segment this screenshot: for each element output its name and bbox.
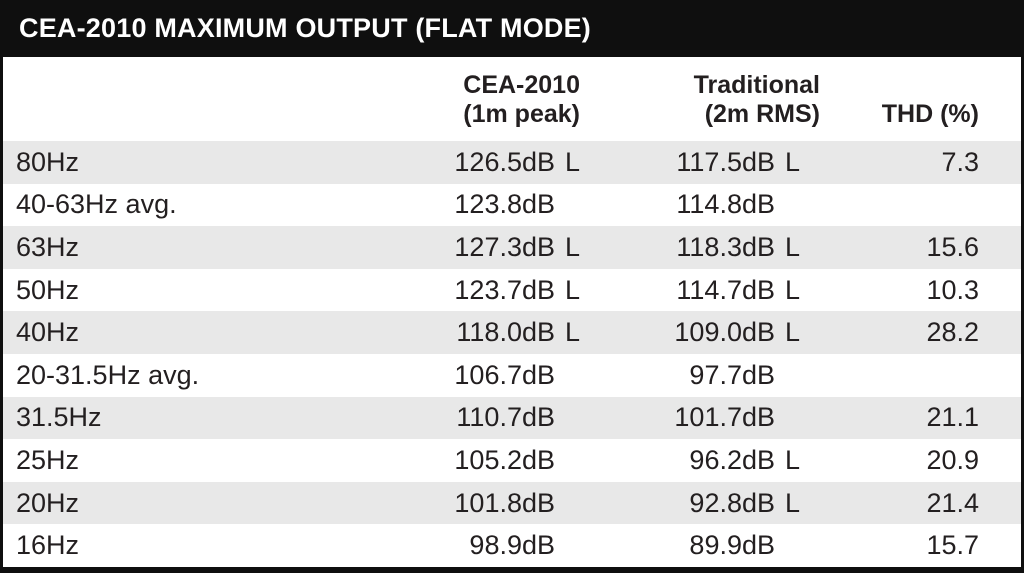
freq-cell: 63Hz bbox=[16, 231, 80, 262]
table-row-16hz: 16Hz 98.9dB 89.9dB 15.7 bbox=[3, 524, 1021, 567]
thd-cell: 28.2 bbox=[926, 317, 979, 348]
cea-value: 127.3dB bbox=[454, 231, 555, 262]
thd-cell: 15.7 bbox=[926, 530, 979, 561]
cea-value: 123.7dB bbox=[454, 274, 555, 305]
cea-value: 110.7dB bbox=[456, 402, 555, 433]
table-row-40-63hz-avg: 40-63Hz avg. 123.8dB 114.8dB bbox=[3, 184, 1021, 227]
trad-value-cell: 118.3dB L bbox=[580, 226, 800, 269]
table-title: CEA-2010 MAXIMUM OUTPUT (FLAT MODE) bbox=[19, 13, 591, 43]
thd-cell: 21.4 bbox=[926, 487, 979, 518]
freq-cell: 20Hz bbox=[16, 487, 80, 518]
cea-limit-flag: L bbox=[564, 317, 580, 348]
trad-value-cell: 96.2dB L bbox=[580, 439, 800, 482]
trad-value: 109.0dB bbox=[674, 317, 775, 348]
trad-value: 97.7dB bbox=[689, 359, 775, 390]
col-header-cea-2010: CEA-2010 (1m peak) bbox=[440, 57, 580, 141]
col-header-cea-line2: (1m peak) bbox=[463, 100, 580, 128]
col-header-cea-line1: CEA-2010 bbox=[463, 71, 580, 99]
freq-cell: 31.5Hz bbox=[16, 402, 102, 433]
col-header-traditional: Traditional (2m RMS) bbox=[600, 57, 820, 141]
table-row-40hz: 40Hz 118.0dB L 109.0dB L 28.2 bbox=[3, 311, 1021, 354]
trad-value: 89.9dB bbox=[689, 530, 775, 561]
cea-value-cell: 118.0dB L bbox=[440, 311, 580, 354]
trad-value: 114.8dB bbox=[676, 189, 775, 220]
table-row-25hz: 25Hz 105.2dB 96.2dB L 20.9 bbox=[3, 439, 1021, 482]
col-header-thd-label: THD (%) bbox=[881, 100, 979, 128]
cea-limit-flag: L bbox=[564, 146, 580, 177]
trad-value-cell: 114.7dB L bbox=[580, 269, 800, 312]
header-row: CEA-2010 (1m peak) Traditional (2m RMS) … bbox=[3, 57, 1021, 141]
trad-value: 117.5dB bbox=[676, 146, 775, 177]
thd-cell: 7.3 bbox=[941, 146, 979, 177]
col-header-thd: THD (%) bbox=[800, 57, 979, 141]
cea-value-cell: 101.8dB bbox=[440, 482, 580, 525]
trad-value: 96.2dB bbox=[689, 444, 775, 475]
table-row-63hz: 63Hz 127.3dB L 118.3dB L 15.6 bbox=[3, 226, 1021, 269]
col-header-trad-line2: (2m RMS) bbox=[704, 100, 820, 128]
col-header-frequency bbox=[3, 57, 440, 141]
table-row-20-31-5hz-avg: 20-31.5Hz avg. 106.7dB 97.7dB bbox=[3, 354, 1021, 397]
thd-cell: 20.9 bbox=[926, 444, 979, 475]
cea-limit-flag: L bbox=[564, 274, 580, 305]
table-row-50hz: 50Hz 123.7dB L 114.7dB L 10.3 bbox=[3, 269, 1021, 312]
cea-value-cell: 106.7dB bbox=[440, 354, 580, 397]
trad-limit-flag: L bbox=[784, 487, 800, 518]
trad-limit-flag: L bbox=[784, 444, 800, 475]
cea-value-cell: 98.9dB bbox=[440, 524, 580, 567]
freq-cell: 80Hz bbox=[16, 146, 80, 177]
cea-value: 123.8dB bbox=[454, 189, 555, 220]
cea-value-cell: 126.5dB L bbox=[440, 141, 580, 184]
freq-cell: 40-63Hz avg. bbox=[16, 189, 177, 220]
freq-cell: 50Hz bbox=[16, 274, 80, 305]
freq-cell: 20-31.5Hz avg. bbox=[16, 359, 200, 390]
freq-cell: 25Hz bbox=[16, 444, 80, 475]
cea-value: 126.5dB bbox=[454, 146, 555, 177]
cea-value: 118.0dB bbox=[456, 317, 555, 348]
trad-limit-flag: L bbox=[784, 146, 800, 177]
cea-value: 106.7dB bbox=[454, 359, 555, 390]
cea-value-cell: 110.7dB bbox=[440, 397, 580, 440]
cea-value-cell: 105.2dB bbox=[440, 439, 580, 482]
trad-limit-flag: L bbox=[784, 274, 800, 305]
cea-value: 101.8dB bbox=[454, 487, 555, 518]
trad-value: 101.7dB bbox=[674, 402, 775, 433]
trad-value: 118.3dB bbox=[676, 231, 775, 262]
cea-value: 105.2dB bbox=[454, 444, 555, 475]
table-row-20hz: 20Hz 101.8dB 92.8dB L 21.4 bbox=[3, 481, 1021, 525]
thd-cell bbox=[800, 354, 979, 397]
cea-value-cell: 123.8dB bbox=[440, 184, 580, 227]
trad-value: 92.8dB bbox=[689, 487, 775, 518]
thd-cell: 15.6 bbox=[926, 231, 979, 262]
cea-value: 98.9dB bbox=[469, 530, 555, 561]
trad-value-cell: 117.5dB L bbox=[580, 141, 800, 184]
freq-cell: 16Hz bbox=[16, 530, 80, 561]
table-row-31-5hz: 31.5Hz 110.7dB 101.7dB 21.1 bbox=[3, 396, 1021, 440]
table-title-bar: CEA-2010 MAXIMUM OUTPUT (FLAT MODE) bbox=[3, 0, 1021, 57]
cea-limit-flag: L bbox=[564, 231, 580, 262]
cea-value-cell: 123.7dB L bbox=[440, 269, 580, 312]
trad-value-cell: 89.9dB bbox=[580, 524, 800, 567]
thd-cell bbox=[800, 184, 979, 227]
trad-limit-flag: L bbox=[784, 317, 800, 348]
freq-cell: 40Hz bbox=[16, 317, 80, 348]
trad-value-cell: 101.7dB bbox=[580, 397, 800, 440]
thd-cell: 10.3 bbox=[926, 274, 979, 305]
table-row-80hz: 80Hz 126.5dB L 117.5dB L 7.3 bbox=[3, 141, 1021, 184]
trad-value-cell: 114.8dB bbox=[580, 184, 800, 227]
col-header-trad-line1: Traditional bbox=[693, 71, 820, 99]
trad-limit-flag: L bbox=[784, 231, 800, 262]
table-container: CEA-2010 MAXIMUM OUTPUT (FLAT MODE) CEA-… bbox=[3, 0, 1021, 567]
thd-cell: 21.1 bbox=[926, 402, 979, 433]
trad-value: 114.7dB bbox=[676, 274, 775, 305]
trad-value-cell: 92.8dB L bbox=[580, 482, 800, 525]
trad-value-cell: 109.0dB L bbox=[580, 311, 800, 354]
cea-value-cell: 127.3dB L bbox=[440, 226, 580, 269]
trad-value-cell: 97.7dB bbox=[580, 354, 800, 397]
